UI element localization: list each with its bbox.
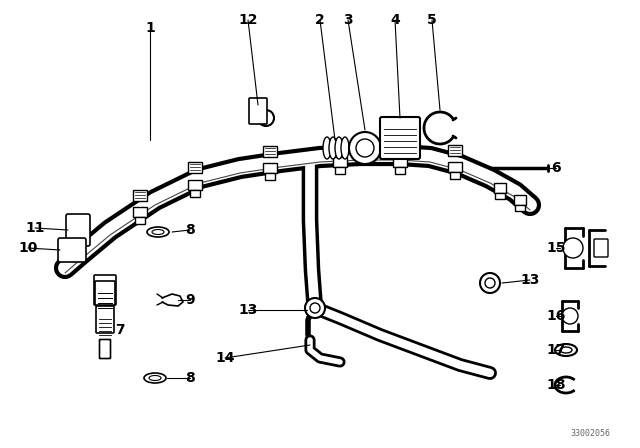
Circle shape [349, 132, 381, 164]
FancyBboxPatch shape [132, 190, 147, 201]
Text: 16: 16 [547, 309, 566, 323]
Text: 10: 10 [19, 241, 38, 255]
Ellipse shape [149, 375, 161, 380]
FancyBboxPatch shape [335, 167, 345, 174]
FancyBboxPatch shape [94, 275, 116, 305]
Text: 4: 4 [390, 13, 400, 27]
Text: 9: 9 [185, 293, 195, 307]
FancyBboxPatch shape [188, 162, 202, 173]
Ellipse shape [323, 137, 331, 159]
Circle shape [563, 238, 583, 258]
Ellipse shape [555, 344, 577, 356]
Circle shape [562, 308, 578, 324]
FancyBboxPatch shape [380, 117, 420, 159]
FancyBboxPatch shape [514, 195, 526, 205]
FancyBboxPatch shape [393, 157, 407, 167]
Text: 8: 8 [185, 371, 195, 385]
FancyBboxPatch shape [190, 190, 200, 197]
Ellipse shape [147, 227, 169, 237]
Text: 11: 11 [25, 221, 45, 235]
FancyBboxPatch shape [66, 214, 90, 246]
Ellipse shape [341, 137, 349, 159]
Text: 2: 2 [315, 13, 325, 27]
FancyBboxPatch shape [58, 238, 86, 262]
FancyBboxPatch shape [450, 172, 460, 179]
FancyBboxPatch shape [265, 173, 275, 180]
Text: 13: 13 [520, 273, 540, 287]
FancyBboxPatch shape [395, 167, 405, 174]
Ellipse shape [329, 137, 337, 159]
Text: 6: 6 [551, 161, 561, 175]
FancyBboxPatch shape [135, 217, 145, 224]
Ellipse shape [560, 347, 572, 353]
Circle shape [485, 278, 495, 288]
FancyBboxPatch shape [133, 207, 147, 217]
Text: 12: 12 [238, 13, 258, 27]
FancyBboxPatch shape [594, 239, 608, 257]
Ellipse shape [152, 229, 164, 234]
FancyBboxPatch shape [495, 193, 505, 199]
Ellipse shape [144, 373, 166, 383]
Text: 15: 15 [547, 241, 566, 255]
Circle shape [310, 303, 320, 313]
Text: 3: 3 [343, 13, 353, 27]
FancyBboxPatch shape [448, 145, 462, 156]
Text: 5: 5 [427, 13, 437, 27]
FancyBboxPatch shape [99, 340, 111, 358]
FancyBboxPatch shape [493, 183, 506, 193]
Ellipse shape [335, 137, 343, 159]
FancyBboxPatch shape [448, 162, 462, 172]
FancyBboxPatch shape [262, 146, 277, 157]
Text: 14: 14 [215, 351, 235, 365]
Text: 17: 17 [547, 343, 566, 357]
FancyBboxPatch shape [263, 163, 277, 173]
Circle shape [258, 110, 274, 126]
Text: 18: 18 [547, 378, 566, 392]
Circle shape [305, 298, 325, 318]
Text: 8: 8 [185, 223, 195, 237]
FancyBboxPatch shape [515, 205, 525, 211]
FancyBboxPatch shape [188, 180, 202, 190]
Text: 7: 7 [115, 323, 125, 337]
Circle shape [356, 139, 374, 157]
FancyBboxPatch shape [95, 281, 115, 305]
FancyBboxPatch shape [96, 306, 114, 333]
Text: 1: 1 [145, 21, 155, 35]
Text: 13: 13 [238, 303, 258, 317]
Text: 33002056: 33002056 [570, 428, 610, 438]
FancyBboxPatch shape [333, 157, 347, 167]
FancyBboxPatch shape [249, 98, 267, 124]
Circle shape [480, 273, 500, 293]
